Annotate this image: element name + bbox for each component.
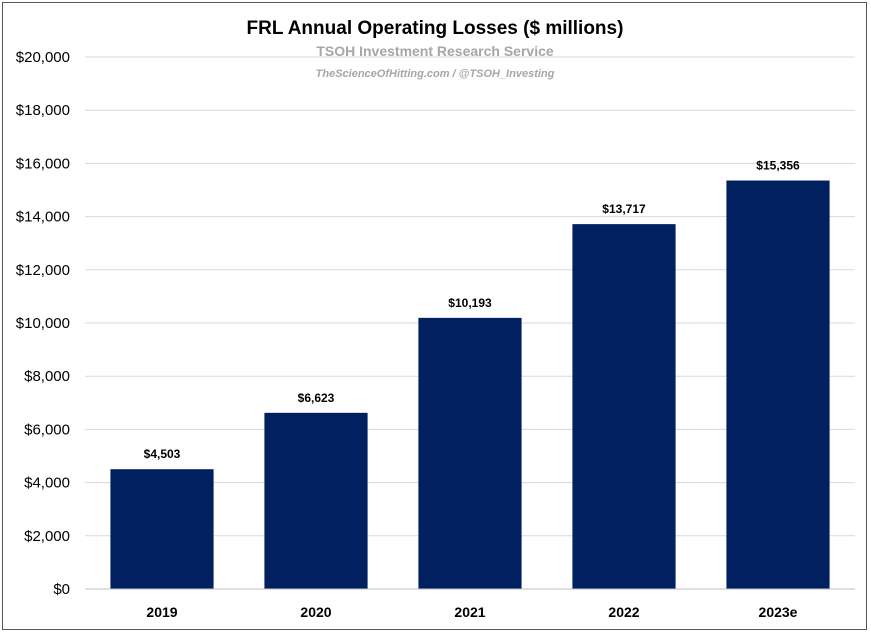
chart-credit: TheScienceOfHitting.com / @TSOH_Investin… (316, 68, 555, 80)
x-tick-label: 2020 (300, 604, 331, 620)
data-label: $10,193 (448, 296, 492, 310)
data-label: $6,623 (298, 391, 335, 405)
data-label: $4,503 (144, 447, 181, 461)
y-tick-label: $6,000 (24, 421, 70, 438)
x-tick-label: 2022 (608, 604, 639, 620)
x-axis: 2019 2020 2021 2022 2023e (85, 588, 855, 620)
x-tick-label: 2021 (454, 604, 485, 620)
chart-subtitle: TSOH Investment Research Service (316, 43, 554, 59)
y-tick-label: $18,000 (16, 102, 70, 119)
bar (264, 412, 368, 589)
data-label: $13,717 (602, 202, 646, 216)
x-tick-label: 2023e (759, 604, 798, 620)
y-tick-label: $10,000 (16, 315, 70, 332)
bar (726, 180, 830, 589)
bar (110, 469, 214, 589)
bar (572, 224, 676, 589)
y-tick-label: $20,000 (16, 49, 70, 66)
y-tick-label: $14,000 (16, 209, 70, 226)
y-tick-label: $16,000 (16, 155, 70, 172)
chart-title: FRL Annual Operating Losses ($ millions) (247, 18, 624, 39)
y-axis: $0 $2,000 $4,000 $6,000 $8,000 $10,000 $12,000… (16, 49, 70, 598)
bar (418, 317, 522, 589)
x-tick-label: 2019 (146, 604, 177, 620)
y-tick-label: $8,000 (24, 368, 70, 385)
y-tick-label: $2,000 (24, 528, 70, 545)
bars: $4,503 $6,623 $10,193 $13,717 $15,356 (110, 159, 830, 589)
y-tick-label: $12,000 (16, 262, 70, 279)
y-tick-label: $0 (53, 581, 70, 598)
data-label: $15,356 (756, 159, 800, 173)
y-tick-label: $4,000 (24, 475, 70, 492)
